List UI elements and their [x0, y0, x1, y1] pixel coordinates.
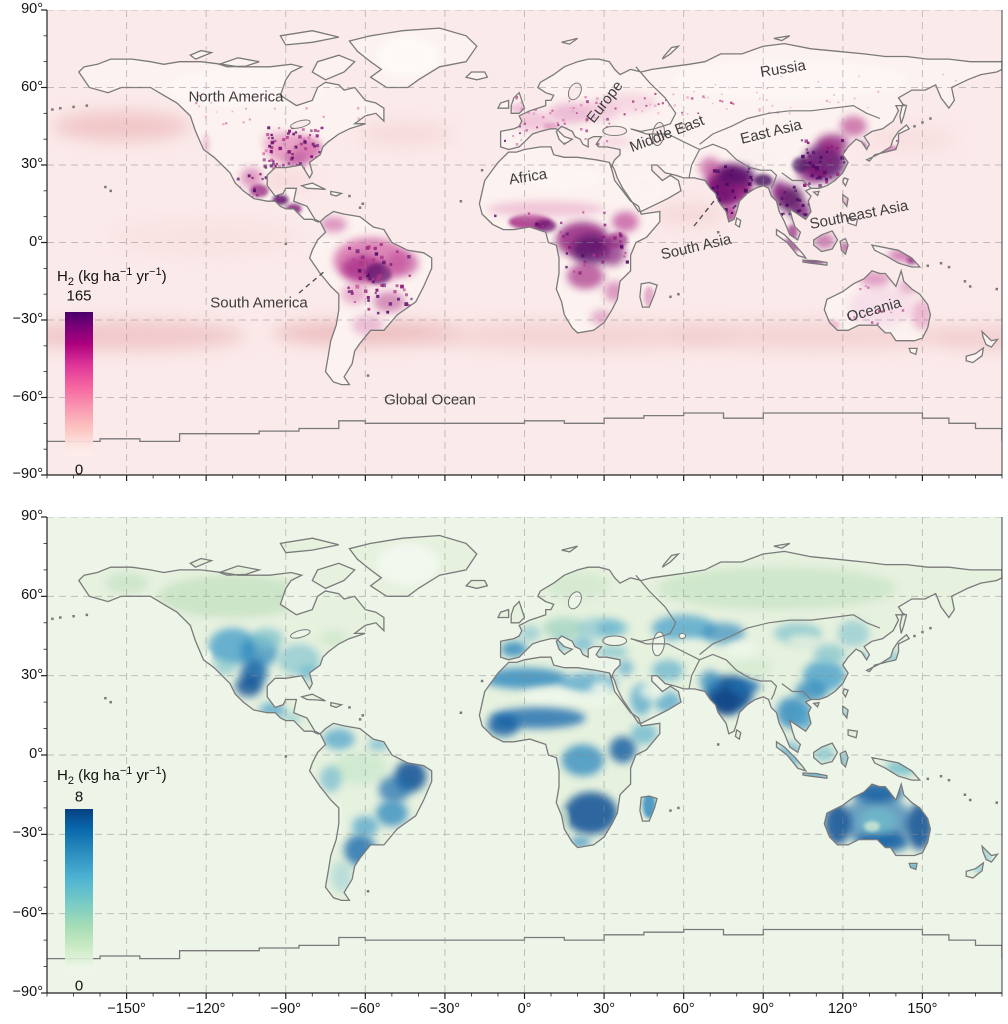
h2-emissions-map — [41, 9, 1003, 481]
inland-sea — [678, 123, 687, 130]
small-island — [59, 106, 62, 110]
small-island — [929, 117, 932, 120]
small-island — [59, 616, 62, 619]
small-island — [716, 743, 720, 746]
small-island — [51, 108, 54, 111]
small-island — [926, 264, 930, 268]
small-island — [716, 230, 720, 234]
h2-uptake-map — [41, 516, 1003, 999]
small-island — [939, 774, 943, 778]
small-island — [995, 801, 998, 804]
small-island — [348, 194, 351, 198]
coastlines — [77, 534, 1002, 902]
small-island — [104, 185, 107, 189]
axes — [41, 516, 1003, 999]
small-island — [361, 714, 364, 717]
small-island — [366, 374, 370, 377]
small-island — [348, 706, 351, 709]
small-island — [926, 777, 930, 781]
graticule — [47, 10, 1002, 475]
small-island — [284, 755, 288, 758]
inland-sea — [678, 632, 687, 640]
small-island — [963, 280, 967, 283]
small-island — [459, 199, 463, 203]
graticule — [47, 517, 1002, 993]
small-island — [963, 793, 967, 796]
small-island — [968, 285, 972, 288]
small-island — [929, 626, 932, 630]
small-island — [358, 206, 362, 209]
small-island — [109, 700, 112, 704]
small-island — [51, 617, 54, 621]
ocean-bands — [47, 110, 1002, 351]
small-island — [480, 168, 484, 172]
small-island — [109, 189, 112, 193]
annotation-pointer-line — [693, 195, 719, 227]
colorbar — [65, 809, 93, 974]
antarctica-coastline — [47, 928, 1002, 960]
small-island — [913, 125, 916, 128]
small-island — [939, 261, 943, 265]
small-island — [361, 202, 364, 206]
small-island — [669, 809, 672, 812]
inland-sea — [290, 119, 311, 129]
axes — [41, 9, 1003, 481]
small-island — [913, 634, 916, 638]
small-island — [358, 718, 362, 721]
small-island — [366, 889, 370, 893]
small-island — [85, 613, 89, 617]
small-island — [677, 292, 680, 296]
small-island — [459, 711, 463, 714]
small-island — [72, 105, 75, 109]
region-boundaries — [608, 66, 881, 189]
antarctica-coastline — [47, 412, 1002, 443]
annotation-pointer-line — [298, 269, 327, 294]
small-island — [85, 104, 89, 107]
inland-sea — [602, 125, 628, 137]
small-island — [72, 614, 75, 618]
small-island — [947, 265, 951, 269]
small-island — [921, 630, 924, 634]
coastlines — [77, 27, 1002, 386]
inland-sea — [290, 629, 311, 639]
small-island — [968, 798, 972, 802]
small-island — [480, 679, 484, 683]
inland-sea — [602, 635, 628, 647]
small-island — [669, 295, 672, 299]
region-boundaries — [608, 574, 881, 700]
small-island — [104, 696, 107, 700]
small-island — [995, 287, 998, 291]
small-island — [947, 778, 951, 782]
colorbar — [65, 312, 93, 458]
small-island — [677, 806, 680, 810]
